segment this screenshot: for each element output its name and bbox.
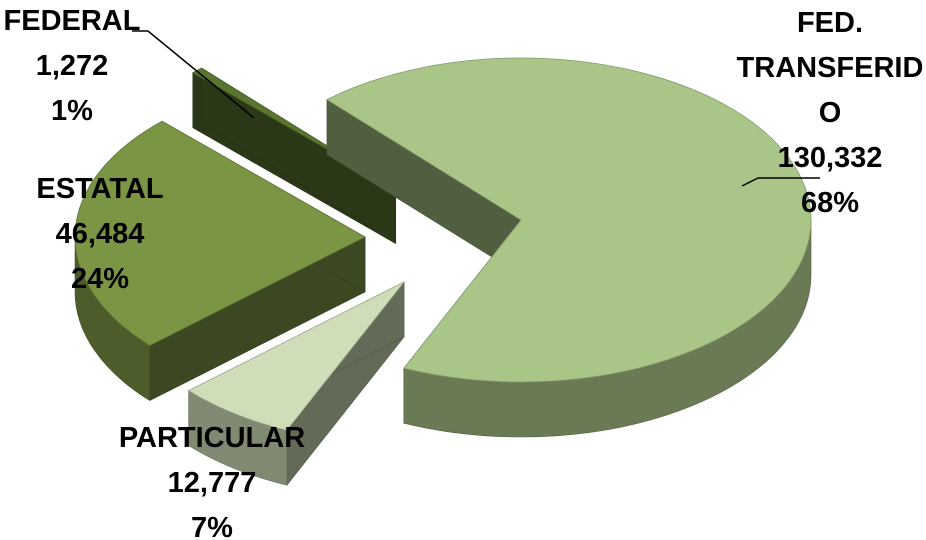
data-label-estatal: ESTATAL 46,484 24% bbox=[36, 173, 163, 295]
data-label-name-federal-0: FEDERAL bbox=[4, 5, 141, 37]
data-label-value-particular: 12,777 bbox=[168, 467, 257, 499]
data-label-name-particular-0: PARTICULAR bbox=[119, 422, 305, 454]
data-label-percent-particular: 7% bbox=[191, 512, 233, 540]
pie-slice-top-estatal bbox=[74, 120, 366, 346]
pie-slice-estatal bbox=[74, 120, 366, 402]
data-label-name-fed-transferido-2: O bbox=[819, 97, 842, 129]
pie-slice-particular bbox=[187, 281, 405, 487]
pie-slice-top-particular bbox=[187, 281, 405, 431]
data-label-name-estatal-0: ESTATAL bbox=[36, 173, 163, 205]
leader-line-fed-transferido bbox=[741, 177, 820, 187]
data-label-name-fed-transferido-1: TRANSFERID bbox=[737, 52, 924, 84]
data-label-value-estatal: 46,484 bbox=[56, 218, 145, 250]
data-label-federal: FEDERAL 1,272 1% bbox=[4, 5, 141, 127]
data-label-particular: PARTICULAR 12,777 7% bbox=[119, 422, 305, 540]
data-label-value-federal: 1,272 bbox=[36, 50, 109, 82]
data-label-percent-estatal: 24% bbox=[71, 263, 129, 295]
data-label-fed-transferido: FED. TRANSFERID O 130,332 68% bbox=[737, 7, 924, 219]
data-label-value-fed-transferido: 130,332 bbox=[778, 142, 883, 174]
pie-slice-top-fed-transferido bbox=[326, 57, 812, 383]
data-label-percent-fed-transferido: 68% bbox=[801, 187, 859, 219]
pie-slice-fed-transferido bbox=[326, 57, 812, 438]
data-label-name-fed-transferido-0: FED. bbox=[797, 7, 863, 39]
data-label-percent-federal: 1% bbox=[51, 95, 93, 127]
leader-line-federal bbox=[132, 30, 255, 119]
